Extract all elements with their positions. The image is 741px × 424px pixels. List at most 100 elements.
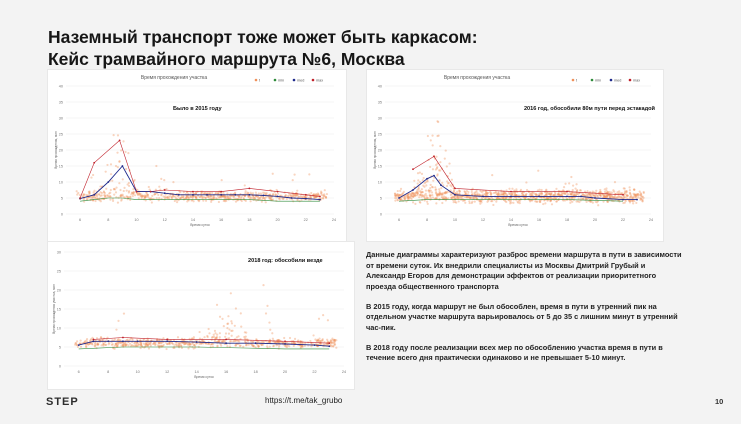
scatter-point bbox=[413, 192, 416, 196]
x-tick-label: 6 bbox=[398, 218, 400, 222]
scatter-point bbox=[417, 188, 420, 191]
telegram-link[interactable]: https://t.me/tak_grubo bbox=[265, 396, 343, 405]
scatter-point bbox=[447, 197, 450, 200]
scatter-point bbox=[249, 200, 252, 203]
scatter-point bbox=[185, 195, 188, 198]
scatter-point bbox=[605, 189, 608, 192]
scatter-point bbox=[140, 195, 143, 198]
scatter-point bbox=[641, 195, 644, 198]
scatter-point bbox=[634, 195, 637, 198]
scatter-point bbox=[282, 197, 285, 200]
scatter-point bbox=[154, 343, 157, 346]
scatter-point bbox=[125, 339, 128, 342]
scatter-point bbox=[257, 192, 260, 195]
max-point bbox=[412, 168, 414, 171]
scatter-point bbox=[270, 198, 273, 201]
scatter-point bbox=[187, 195, 190, 199]
scatter-point bbox=[547, 192, 550, 195]
y-tick-label: 30 bbox=[57, 251, 61, 255]
scatter-point bbox=[542, 202, 545, 206]
scatter-point bbox=[587, 193, 590, 196]
scatter-point bbox=[325, 343, 329, 346]
scatter-point bbox=[323, 194, 326, 197]
scatter-point bbox=[429, 194, 432, 197]
scatter-point bbox=[132, 188, 135, 191]
scatter-point bbox=[633, 188, 636, 191]
scatter-point bbox=[179, 344, 183, 347]
scatter-point bbox=[455, 201, 458, 204]
scatter-point bbox=[570, 193, 573, 196]
scatter-point bbox=[550, 191, 553, 194]
scatter-point bbox=[508, 191, 511, 194]
y-tick-label: 20 bbox=[57, 289, 61, 293]
scatter-point bbox=[441, 201, 444, 205]
scatter-point bbox=[404, 196, 407, 199]
scatter-point bbox=[273, 341, 277, 344]
scatter-point bbox=[412, 195, 415, 198]
x-tick-label: 18 bbox=[565, 218, 569, 222]
scatter-point bbox=[589, 200, 592, 203]
scatter-point bbox=[118, 160, 121, 163]
x-tick-label: 12 bbox=[481, 218, 485, 222]
scatter-point bbox=[605, 187, 608, 190]
scatter-point bbox=[184, 342, 187, 346]
scatter-point bbox=[149, 344, 152, 347]
scatter-point bbox=[143, 338, 146, 341]
scatter-point bbox=[582, 193, 585, 196]
scatter-point bbox=[268, 341, 271, 344]
scatter-point bbox=[470, 190, 473, 194]
scatter-point bbox=[275, 188, 278, 192]
scatter-point bbox=[518, 202, 521, 205]
scatter-point bbox=[332, 339, 336, 342]
scatter-point bbox=[536, 189, 539, 192]
scatter-point bbox=[471, 193, 474, 196]
x-tick-label: 8 bbox=[107, 218, 109, 222]
scatter-point bbox=[88, 190, 91, 193]
scatter-point bbox=[136, 192, 139, 195]
scatter-point bbox=[566, 192, 569, 196]
scatter-point bbox=[97, 343, 100, 346]
scatter-point bbox=[234, 339, 237, 342]
scatter-point bbox=[548, 196, 552, 199]
scatter-point bbox=[187, 197, 191, 200]
scatter-point bbox=[108, 342, 111, 345]
scatter-point bbox=[545, 197, 548, 200]
scatter-point bbox=[299, 346, 302, 350]
scatter-point bbox=[441, 193, 444, 196]
scatter-point bbox=[602, 193, 605, 196]
scatter-point bbox=[144, 341, 147, 345]
scatter-point bbox=[125, 167, 128, 171]
median-point bbox=[304, 197, 307, 200]
scatter-point bbox=[234, 307, 238, 310]
scatter-point bbox=[571, 193, 574, 196]
scatter-point bbox=[456, 195, 460, 198]
scatter-point bbox=[588, 194, 591, 197]
scatter-point bbox=[106, 194, 109, 197]
scatter-point bbox=[177, 344, 181, 347]
scatter-point bbox=[545, 188, 548, 191]
scatter-point bbox=[427, 189, 430, 192]
scatter-point bbox=[104, 343, 107, 346]
slide-title-line1: Наземный транспорт тоже может быть карка… bbox=[48, 27, 478, 47]
scatter-point bbox=[447, 181, 450, 185]
scatter-point bbox=[160, 344, 163, 348]
scatter-point bbox=[324, 343, 327, 346]
scatter-point bbox=[127, 196, 130, 199]
scatter-point bbox=[226, 322, 229, 326]
scatter-point bbox=[521, 192, 524, 195]
scatter-point bbox=[211, 195, 215, 198]
scatter-point bbox=[147, 185, 150, 189]
scatter-point bbox=[121, 193, 124, 196]
scatter-point bbox=[315, 339, 318, 342]
scatter-point bbox=[552, 194, 555, 197]
scatter-point bbox=[182, 195, 185, 199]
scatter-point bbox=[168, 343, 171, 346]
scatter-point bbox=[614, 195, 617, 198]
scatter-point bbox=[272, 345, 275, 348]
scatter-point bbox=[463, 196, 467, 199]
min-line bbox=[398, 199, 624, 202]
scatter-point bbox=[303, 196, 307, 199]
legend-label: t bbox=[576, 78, 578, 82]
scatter-point bbox=[606, 194, 609, 198]
scatter-point bbox=[400, 197, 403, 200]
